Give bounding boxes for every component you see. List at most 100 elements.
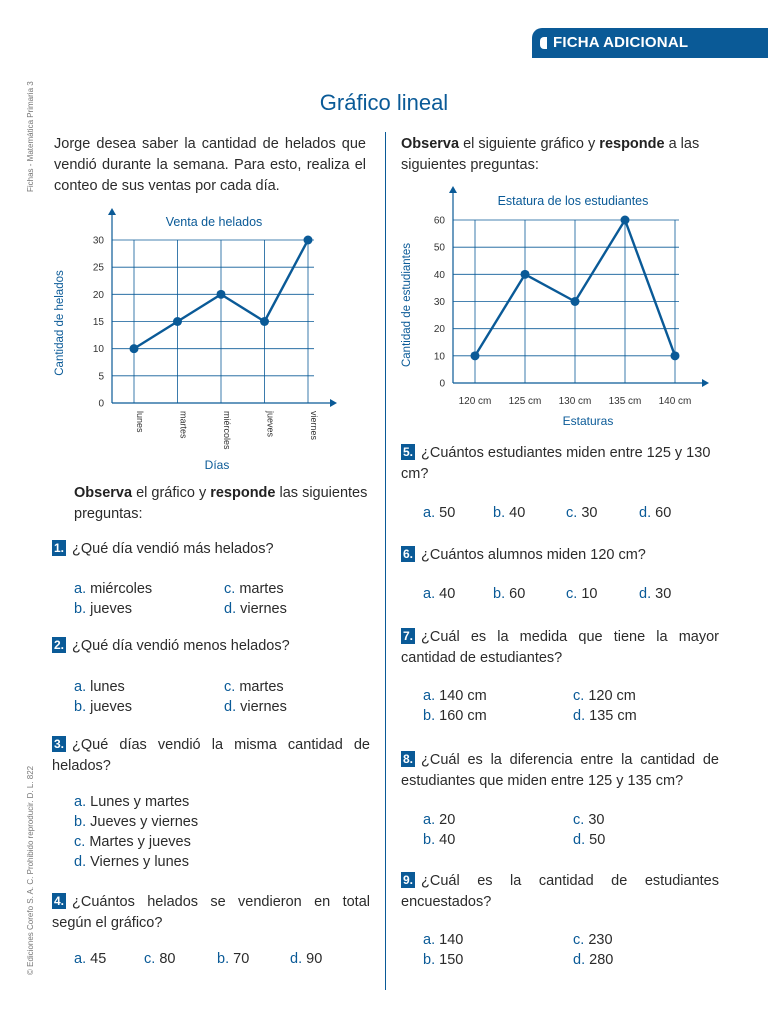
option-2a[interactable]: a. lunes: [74, 679, 125, 695]
chart-estatura-estudiantes: 0 10 20 30 40 50 60 120 cm 125 cm 130 cm 135 cm 140…: [401, 186, 709, 428]
chart-venta-helados: 0 5 10 15 20 25 30 lunes martes miércoles jueves vi…: [54, 208, 337, 472]
left-instructions: Observa el gráfico y responde las siguie…: [74, 485, 368, 522]
question-8: 8. ¿Cuál es la diferencia entre la cantid…: [401, 751, 719, 789]
option-8c[interactable]: c. 30: [573, 812, 605, 828]
y-tick-label: 5: [98, 371, 104, 382]
option-4d[interactable]: d. 90: [290, 951, 323, 967]
x-axis-arrow-icon: [330, 399, 337, 407]
option-9c[interactable]: c. 230: [573, 932, 613, 948]
x-tick-label: 140 cm: [659, 396, 692, 407]
y-tick-label: 25: [93, 263, 105, 274]
y-axis-title: Cantidad de estudiantes: [401, 243, 413, 367]
option-5a[interactable]: a. 50: [423, 505, 456, 521]
option-6c[interactable]: c. 10: [566, 586, 598, 602]
data-point: [129, 344, 139, 354]
y-tick-label: 0: [98, 399, 104, 410]
option-7d[interactable]: d. 135 cm: [573, 708, 637, 724]
data-point: [670, 351, 680, 361]
option-9a[interactable]: a. 140: [423, 932, 464, 948]
chart-title: Estatura de los estudiantes: [498, 194, 649, 208]
y-tick-label: 20: [93, 290, 105, 301]
data-point: [620, 215, 630, 225]
question-number: 6.: [401, 546, 415, 562]
question-number: 4.: [52, 893, 66, 909]
option-8d[interactable]: d. 50: [573, 832, 606, 848]
question-number: 8.: [401, 751, 415, 767]
question-number: 1.: [52, 540, 66, 556]
x-tick-label: martes: [179, 411, 189, 439]
data-point: [260, 317, 269, 326]
option-4c[interactable]: c. 80: [144, 951, 176, 967]
option-3b[interactable]: b. Jueves y viernes: [74, 814, 199, 830]
y-axis-title: Cantidad de helados: [54, 270, 66, 376]
option-4a[interactable]: a. 45: [74, 951, 107, 967]
option-6d[interactable]: d. 30: [639, 586, 672, 602]
question-number: 7.: [401, 628, 415, 644]
y-tick-label: 0: [439, 379, 445, 390]
x-tick-label: 135 cm: [609, 396, 642, 407]
option-5c[interactable]: c. 30: [566, 505, 598, 521]
option-1a[interactable]: a. miércoles: [74, 581, 153, 597]
x-tick-label: jueves: [266, 410, 276, 438]
data-point: [470, 351, 480, 361]
side-text-top: Fichas - Matemática Primaria 3: [26, 81, 35, 192]
y-tick-label: 30: [434, 297, 446, 308]
question-number: 9.: [401, 872, 415, 888]
option-1c[interactable]: c. martes: [224, 581, 284, 597]
option-9d[interactable]: d. 280: [573, 952, 614, 968]
option-6b[interactable]: b. 60: [493, 586, 526, 602]
option-3d[interactable]: d. Viernes y lunes: [74, 854, 189, 870]
question-1: 1. ¿Qué día vendió más helados?: [52, 540, 274, 557]
y-tick-label: 30: [93, 236, 105, 247]
data-point: [570, 297, 580, 306]
question-3: 3. ¿Qué días vendió la misma cantidad de …: [52, 736, 370, 774]
question-5: 5. ¿Cuántos estudiantes miden entre 125 y…: [401, 444, 711, 482]
option-7b[interactable]: b. 160 cm: [423, 708, 487, 724]
side-text-bottom: © Ediciones Corefo S. A. C. Prohibido re…: [26, 765, 35, 975]
y-axis-arrow-icon: [108, 208, 116, 215]
option-3c[interactable]: c. Martes y jueves: [74, 834, 191, 850]
x-tick-label: viernes: [309, 411, 319, 441]
data-point: [173, 317, 182, 326]
x-tick-label: lunes: [135, 411, 145, 433]
x-tick-label: miércoles: [222, 411, 232, 450]
option-5b[interactable]: b. 40: [493, 505, 526, 521]
x-axis-title: Estaturas: [563, 414, 614, 428]
option-8a[interactable]: a. 20: [423, 812, 456, 828]
option-5d[interactable]: d. 60: [639, 505, 672, 521]
option-4b[interactable]: b. 70: [217, 951, 250, 967]
option-1b[interactable]: b. jueves: [74, 601, 133, 617]
badge-cap-icon: [540, 37, 547, 49]
option-7a[interactable]: a. 140 cm: [423, 688, 487, 704]
y-tick-label: 10: [93, 344, 105, 355]
data-point: [303, 235, 313, 245]
y-axis-arrow-icon: [449, 186, 457, 193]
data-point: [520, 269, 530, 279]
chart-title: Venta de helados: [166, 215, 263, 229]
question-4: 4. ¿Cuántos helados se vendieron en total…: [52, 893, 370, 931]
option-1d[interactable]: d. viernes: [224, 601, 287, 617]
question-number: 5.: [401, 444, 415, 460]
question-9: 9. ¿Cuál es la cantidad de estudiantes en…: [401, 872, 719, 910]
x-axis-title: Días: [205, 458, 230, 472]
question-number: 2.: [52, 637, 66, 653]
question-6: 6. ¿Cuántos alumnos miden 120 cm?: [401, 546, 646, 563]
y-tick-label: 40: [434, 270, 446, 281]
option-2c[interactable]: c. martes: [224, 679, 284, 695]
data-point: [216, 289, 226, 299]
option-2d[interactable]: d. viernes: [224, 699, 287, 715]
x-tick-label: 125 cm: [509, 396, 542, 407]
header-badge-text: FICHA ADICIONAL: [553, 34, 689, 51]
intro-paragraph: Jorge desea saber la cantidad de helados…: [54, 136, 366, 194]
y-tick-label: 20: [434, 324, 446, 335]
header-badge: FICHA ADICIONAL: [532, 28, 768, 58]
option-3a[interactable]: a. Lunes y martes: [74, 794, 190, 810]
option-8b[interactable]: b. 40: [423, 832, 456, 848]
page-title: Gráfico lineal: [319, 90, 449, 115]
option-7c[interactable]: c. 120 cm: [573, 688, 636, 704]
x-tick-label: 130 cm: [559, 396, 592, 407]
option-2b[interactable]: b. jueves: [74, 699, 133, 715]
option-9b[interactable]: b. 150: [423, 952, 464, 968]
question-2: 2. ¿Qué día vendió menos helados?: [52, 637, 290, 654]
option-6a[interactable]: a. 40: [423, 586, 456, 602]
